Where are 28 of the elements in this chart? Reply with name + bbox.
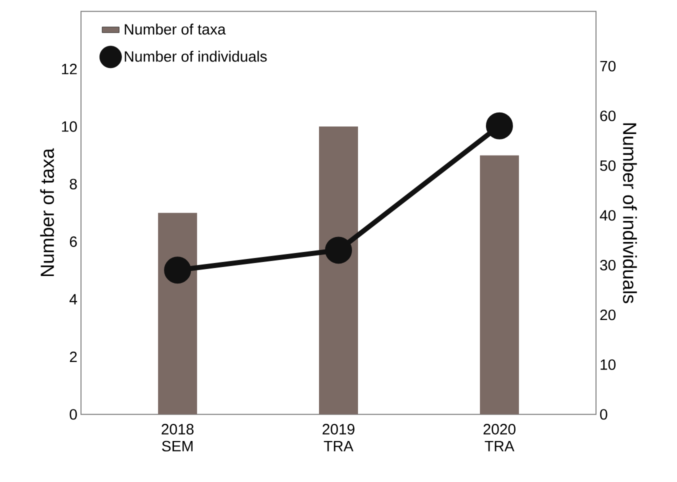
bar xyxy=(319,126,358,414)
y-axis-title: Number of taxa xyxy=(40,148,54,276)
legend-label: Number of taxa xyxy=(124,24,226,35)
y-tick-label: 10 xyxy=(62,121,77,132)
bar xyxy=(158,212,198,414)
y2-tick-label: 30 xyxy=(600,260,616,270)
y-tick-label: 0 xyxy=(70,409,77,420)
y2-tick-label: 40 xyxy=(600,210,616,221)
y2-tick-label: 0 xyxy=(600,409,608,420)
y2-axis-title: Number of individuals xyxy=(622,123,637,304)
y-tick-label: 12 xyxy=(62,64,77,74)
x-tick-label: 2020 TRA xyxy=(484,424,516,452)
x-tick-label: 2018 SEM xyxy=(162,424,194,452)
bar xyxy=(480,155,519,414)
y-tick-label: 6 xyxy=(70,236,77,247)
y2-tick-label: 10 xyxy=(600,359,616,370)
y-tick-label: 2 xyxy=(70,352,77,362)
y-tick-label: 8 xyxy=(70,178,77,190)
point xyxy=(325,236,352,264)
y2-tick-label: 70 xyxy=(600,60,616,72)
point xyxy=(164,256,192,284)
point xyxy=(486,112,513,140)
x-tick-label: 2019 TRA xyxy=(322,424,354,452)
y-tick-label: 4 xyxy=(70,294,78,304)
y2-tick-label: 50 xyxy=(600,160,616,171)
y2-tick-label: 60 xyxy=(600,110,616,122)
legend-label: Number of individuals xyxy=(124,50,267,62)
y2-tick-label: 20 xyxy=(600,310,616,320)
